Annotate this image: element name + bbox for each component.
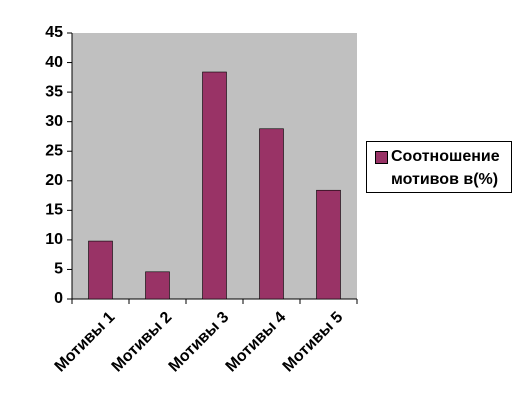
y-tick-label: 25 (45, 142, 63, 159)
x-tick-label: Мотивы 2 (109, 309, 176, 376)
x-tick-label: Мотивы 4 (223, 309, 290, 376)
y-tick-label: 35 (45, 83, 63, 100)
bar (88, 240, 113, 300)
legend-swatch (375, 151, 388, 164)
y-tick-label: 0 (54, 290, 63, 307)
legend-label: Соотношение мотивов в(%) (391, 148, 500, 188)
y-tick-label: 45 (45, 24, 63, 41)
x-tick-label: Мотивы 1 (52, 309, 119, 376)
legend: Соотношение мотивов в(%) (366, 141, 512, 193)
y-tick-label: 5 (54, 261, 63, 278)
bar (145, 271, 170, 300)
y-tick-label: 30 (45, 113, 63, 130)
bar (316, 189, 341, 300)
y-tick-label: 15 (45, 202, 63, 219)
bar (202, 71, 227, 300)
x-tick-label: Мотивы 5 (280, 309, 347, 376)
y-tick-label: 40 (45, 54, 63, 71)
y-tick-label: 10 (45, 231, 63, 248)
x-tick-label: Мотивы 3 (166, 309, 233, 376)
bar (259, 128, 284, 300)
y-tick-label: 20 (45, 172, 63, 189)
